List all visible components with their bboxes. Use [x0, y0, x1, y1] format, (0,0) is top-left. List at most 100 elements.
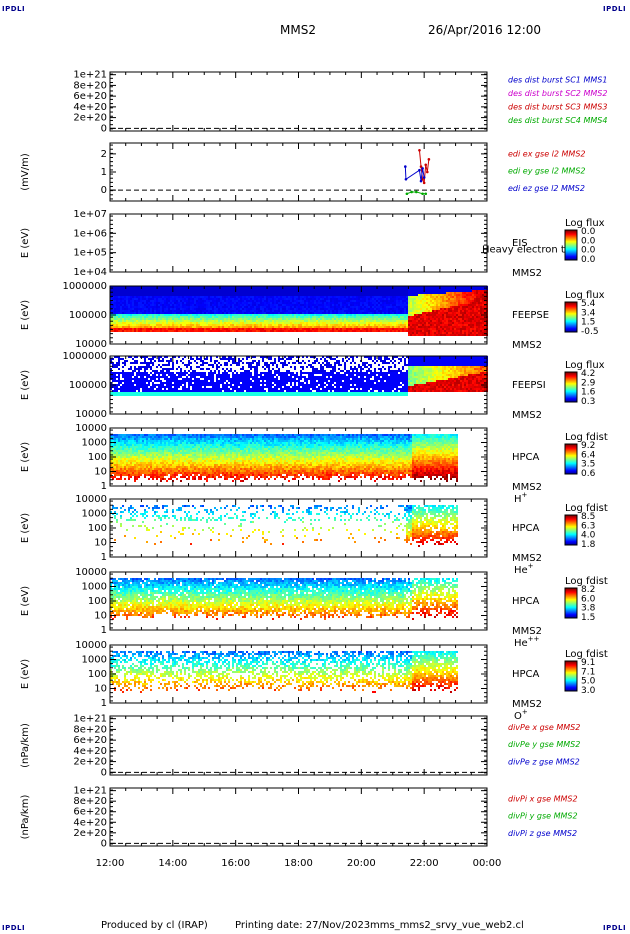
spectrogram-hpca-hepp — [110, 578, 458, 620]
y-tick-label: 8e+20 — [73, 724, 107, 735]
y-tick-label: 2 — [101, 149, 107, 160]
y-tick-label: 8e+20 — [73, 796, 107, 807]
y-tick-label: 2e+20 — [73, 828, 107, 839]
legend-entry: edi ey gse l2 MMS2 — [508, 167, 586, 176]
y-tick-label: 10 — [94, 684, 107, 695]
legend-entry: divPi y gse MMS2 — [508, 812, 578, 821]
panel-frame — [110, 716, 487, 775]
y-axis-label: E (eV) — [20, 586, 31, 616]
footer-produced-by: Produced by cl (IRAP) — [101, 920, 208, 931]
y-tick-label: 1000000 — [62, 351, 107, 362]
y-tick-label: 1000 — [82, 582, 107, 593]
colorbar-label: 1.5 — [581, 613, 595, 623]
data-point — [418, 149, 421, 152]
time-tick-label: 22:00 — [410, 858, 439, 869]
instrument-label: HPCA — [512, 452, 540, 463]
y-axis-label: (nPa/km) — [20, 723, 31, 768]
spacecraft-label: MMS2 — [512, 268, 542, 279]
colorbar-feepse — [565, 302, 577, 332]
y-tick-label: 0 — [101, 767, 107, 778]
legend-entry: divPe x gse MMS2 — [508, 723, 580, 732]
overlay-text: Heavy electron to — [482, 244, 571, 255]
y-tick-label: 1000 — [82, 438, 107, 449]
time-tick-label: 14:00 — [158, 858, 187, 869]
y-tick-label: 10000 — [75, 494, 107, 505]
footer-printing-date: Printing date: 27/Nov/2023 — [235, 920, 370, 931]
instrument-label: FEEPSE — [512, 310, 549, 321]
colorbar-hpca-h — [565, 444, 577, 474]
y-tick-label: 10000 — [75, 409, 107, 420]
y-tick-label: 1 — [101, 552, 107, 563]
y-tick-label: 1e+21 — [73, 70, 107, 81]
y-tick-label: 1 — [101, 481, 107, 492]
legend-entry: des dist burst SC3 MMS3 — [508, 103, 607, 112]
y-tick-label: 100 — [88, 452, 107, 463]
y-tick-label: 6e+20 — [73, 91, 107, 102]
colorbar-label: 0.0 — [581, 255, 596, 265]
colorbar-hpca-hepp — [565, 588, 577, 618]
data-point — [410, 191, 413, 194]
y-tick-label: 100000 — [69, 380, 107, 391]
data-point — [423, 176, 426, 179]
panel-frame — [110, 788, 487, 846]
time-tick-label: 20:00 — [347, 858, 376, 869]
instrument-label: HPCA — [512, 523, 540, 534]
y-tick-label: 1e+21 — [73, 714, 107, 725]
spacecraft-label: MMS2 — [512, 340, 542, 351]
data-point — [406, 192, 409, 195]
y-axis-label: (mV/m) — [20, 153, 31, 191]
panel-frame — [110, 72, 487, 131]
instrument-label: HPCA — [512, 669, 540, 680]
species-label: O+ — [514, 708, 528, 722]
legend-entry: divPe y gse MMS2 — [508, 740, 580, 749]
y-tick-label: 10000 — [75, 640, 107, 651]
y-axis-label: E (eV) — [20, 513, 31, 543]
y-tick-label: 10000 — [75, 339, 107, 350]
colorbar-feepsi — [565, 372, 577, 402]
y-tick-label: 1 — [101, 625, 107, 636]
y-tick-label: 2e+20 — [73, 757, 107, 768]
y-axis-label: E (eV) — [20, 300, 31, 330]
spacecraft-label: MMS2 — [512, 410, 542, 421]
data-point — [424, 192, 427, 195]
colorbar-label: 1.8 — [581, 540, 596, 550]
spectrogram-feepse — [110, 286, 488, 336]
y-axis-label: E (eV) — [20, 659, 31, 689]
data-point — [428, 158, 431, 161]
y-tick-label: 10 — [94, 467, 107, 478]
y-tick-label: 10000 — [75, 567, 107, 578]
species-label: He++ — [514, 635, 540, 649]
y-axis-label: E (eV) — [20, 370, 31, 400]
y-tick-label: 1000000 — [62, 281, 107, 292]
time-tick-label: 12:00 — [96, 858, 125, 869]
colorbar-label: 3.0 — [581, 686, 596, 696]
legend-entry: edi ez gse l2 MMS2 — [508, 184, 585, 193]
y-tick-label: 6e+20 — [73, 735, 107, 746]
data-point — [426, 171, 429, 174]
spectrogram-hpca-h — [110, 434, 458, 482]
colorbar-eis — [565, 230, 577, 260]
colorbar-hpca-he — [565, 515, 577, 545]
legend-entry: des dist burst SC1 MMS1 — [508, 76, 607, 85]
data-point — [421, 167, 424, 170]
y-tick-label: 0 — [101, 123, 107, 134]
legend-entry: edi ex gse l2 MMS2 — [508, 150, 586, 159]
colorbar-hpca-o — [565, 661, 577, 691]
colorbar-label: 0.3 — [581, 397, 595, 407]
panel-frame — [110, 214, 487, 272]
y-axis-label: (nPa/km) — [20, 795, 31, 840]
data-point — [418, 169, 421, 172]
time-tick-label: 16:00 — [221, 858, 250, 869]
y-tick-label: 1 — [101, 698, 107, 709]
y-tick-label: 6e+20 — [73, 807, 107, 818]
